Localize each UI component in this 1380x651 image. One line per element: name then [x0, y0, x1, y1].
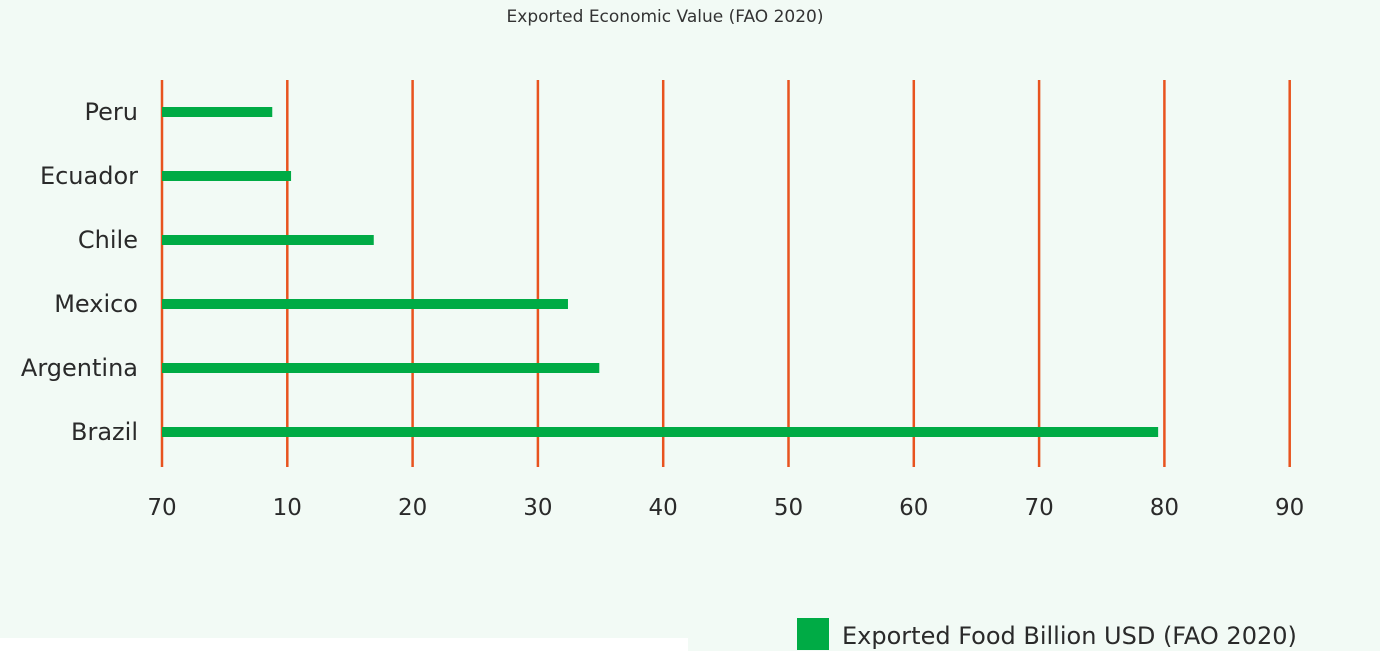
legend-swatch	[797, 618, 829, 650]
legend: Exported Food Billion USD (FAO 2020)	[797, 618, 1297, 650]
legend-label: Exported Food Billion USD (FAO 2020)	[842, 622, 1297, 650]
x-tick-label: 60	[899, 495, 928, 521]
x-tick-label: 30	[523, 495, 552, 521]
category-label: Chile	[78, 226, 138, 254]
x-tick-label: 20	[398, 495, 427, 521]
category-label: Peru	[85, 98, 138, 126]
y-axis-categories: Peru Ecuador Chile Mexico Argentina Brazil	[21, 98, 138, 446]
bar	[162, 427, 1159, 437]
bars	[162, 107, 1159, 437]
chart-title: Exported Economic Value (FAO 2020)	[507, 7, 824, 27]
x-tick-label: 70	[1024, 495, 1053, 521]
bar	[162, 299, 568, 309]
category-label: Ecuador	[40, 162, 138, 190]
category-label: Argentina	[21, 354, 138, 382]
x-tick-label: 90	[1275, 495, 1304, 521]
white-panel	[0, 638, 688, 651]
bar	[162, 107, 273, 117]
x-tick-label: 10	[273, 495, 302, 521]
x-tick-label: 50	[774, 495, 803, 521]
x-axis-ticks: 70 10 20 30 40 50 60 70 80 90	[147, 495, 1304, 521]
x-tick-label: 40	[649, 495, 678, 521]
grid-lines	[160, 80, 1291, 467]
bar	[162, 235, 374, 245]
bar	[162, 363, 600, 373]
category-label: Brazil	[71, 418, 138, 446]
category-label: Mexico	[54, 290, 138, 318]
bar	[162, 171, 292, 181]
x-tick-label: 80	[1150, 495, 1179, 521]
x-tick-label: 70	[147, 495, 176, 521]
